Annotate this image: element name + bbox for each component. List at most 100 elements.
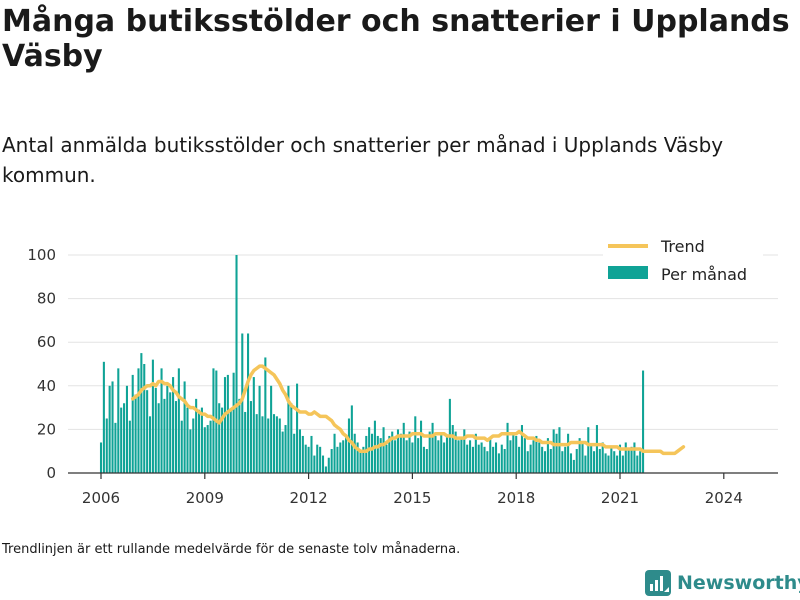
grid-lines (68, 254, 778, 430)
bar-72 (307, 446, 310, 473)
bar-19 (154, 387, 157, 473)
bar-33 (195, 398, 198, 473)
bar-162 (567, 433, 570, 473)
bar-68 (296, 383, 299, 473)
bar-12 (134, 394, 137, 473)
bar-166 (578, 438, 581, 473)
bar-139 (500, 444, 503, 473)
bar-22 (163, 398, 166, 473)
bar-59 (270, 385, 273, 473)
bar-2 (105, 418, 108, 473)
bar-71 (304, 444, 307, 473)
bar-7 (120, 407, 123, 473)
legend: Trend Per månad (603, 234, 763, 290)
bar-27 (177, 368, 180, 473)
bar-29 (183, 381, 186, 473)
bar-179 (616, 455, 619, 473)
bar-84 (342, 440, 345, 473)
bar-92 (365, 435, 368, 473)
x-tick-label-2006: 2006 (82, 489, 120, 507)
bar-57 (264, 357, 267, 473)
bar-76 (319, 446, 322, 473)
bar-108 (411, 442, 414, 473)
bar-152 (538, 442, 541, 473)
bar-135 (489, 438, 492, 473)
bar-181 (621, 455, 624, 473)
bar-170 (590, 444, 593, 473)
y-tick-label-40: 40 (37, 377, 56, 395)
bar-1 (102, 361, 105, 473)
bar-66 (290, 403, 293, 473)
bar-34 (197, 409, 201, 473)
bar-180 (618, 444, 622, 473)
bar-169 (587, 427, 590, 473)
bar-145 (518, 446, 521, 473)
bar-103 (396, 429, 400, 473)
bar-124 (457, 440, 460, 473)
bar-96 (376, 435, 379, 473)
bar-21 (160, 368, 163, 473)
bar-102 (394, 440, 397, 473)
bar-36 (203, 427, 206, 473)
bar-118 (440, 433, 443, 473)
bar-31 (189, 429, 192, 473)
bar-173 (598, 449, 601, 473)
newsworthy-logo-icon (645, 570, 671, 596)
bar-161 (564, 446, 567, 473)
bar-160 (561, 451, 564, 473)
bar-175 (604, 453, 607, 473)
bar-23 (166, 385, 169, 473)
bar-185 (633, 442, 636, 473)
bar-50 (244, 411, 247, 473)
newsworthy-logo[interactable]: Newsworthy (645, 570, 800, 596)
bar-172 (595, 425, 598, 473)
x-tick-label-2012: 2012 (290, 489, 328, 507)
bar-9 (125, 385, 128, 473)
bar-75 (316, 444, 319, 473)
legend-label-trend: Trend (660, 237, 705, 256)
footnote: Trendlinjen är ett rullande medelvärde f… (2, 542, 461, 557)
bar-series (99, 255, 645, 473)
bar-61 (275, 416, 278, 473)
bar-41 (218, 403, 221, 473)
bar-8 (123, 403, 126, 473)
bar-128 (469, 440, 472, 473)
bar-83 (339, 442, 342, 473)
chart: 0 20 40 60 80 100 2006 2009 2012 2015 2018 2021 2024… (27, 234, 778, 507)
bar-143 (512, 433, 515, 473)
bar-53 (252, 377, 255, 473)
bar-55 (258, 385, 261, 473)
bar-67 (293, 433, 296, 473)
bar-64 (284, 425, 287, 473)
bar-98 (382, 427, 385, 473)
bar-38 (209, 420, 212, 473)
bar-119 (443, 442, 446, 473)
y-tick-label-20: 20 (37, 420, 56, 438)
bar-151 (535, 435, 538, 473)
bar-62 (278, 418, 281, 473)
legend-background (603, 234, 763, 290)
bar-159 (558, 427, 561, 473)
bar-117 (437, 440, 440, 473)
bar-85 (345, 435, 348, 473)
bar-91 (362, 446, 365, 473)
y-tick-label-0: 0 (46, 464, 56, 482)
bar-178 (613, 451, 616, 473)
legend-label-per-manad: Per månad (661, 265, 747, 284)
bar-60 (272, 414, 276, 473)
bar-164 (572, 459, 575, 473)
bar-82 (336, 446, 339, 473)
bar-165 (575, 449, 578, 473)
newsworthy-logo-text: Newsworthy (677, 572, 800, 594)
bar-18 (151, 359, 154, 473)
bar-188 (642, 370, 645, 473)
bar-125 (460, 438, 463, 473)
legend-bar-swatch (608, 266, 648, 279)
bar-28 (180, 420, 183, 473)
x-tick-label-2024: 2024 (705, 489, 743, 507)
y-tick-label-80: 80 (37, 290, 56, 308)
bar-25 (172, 377, 175, 473)
bar-90 (359, 451, 362, 473)
bar-156 (549, 449, 552, 473)
bar-104 (399, 433, 402, 473)
